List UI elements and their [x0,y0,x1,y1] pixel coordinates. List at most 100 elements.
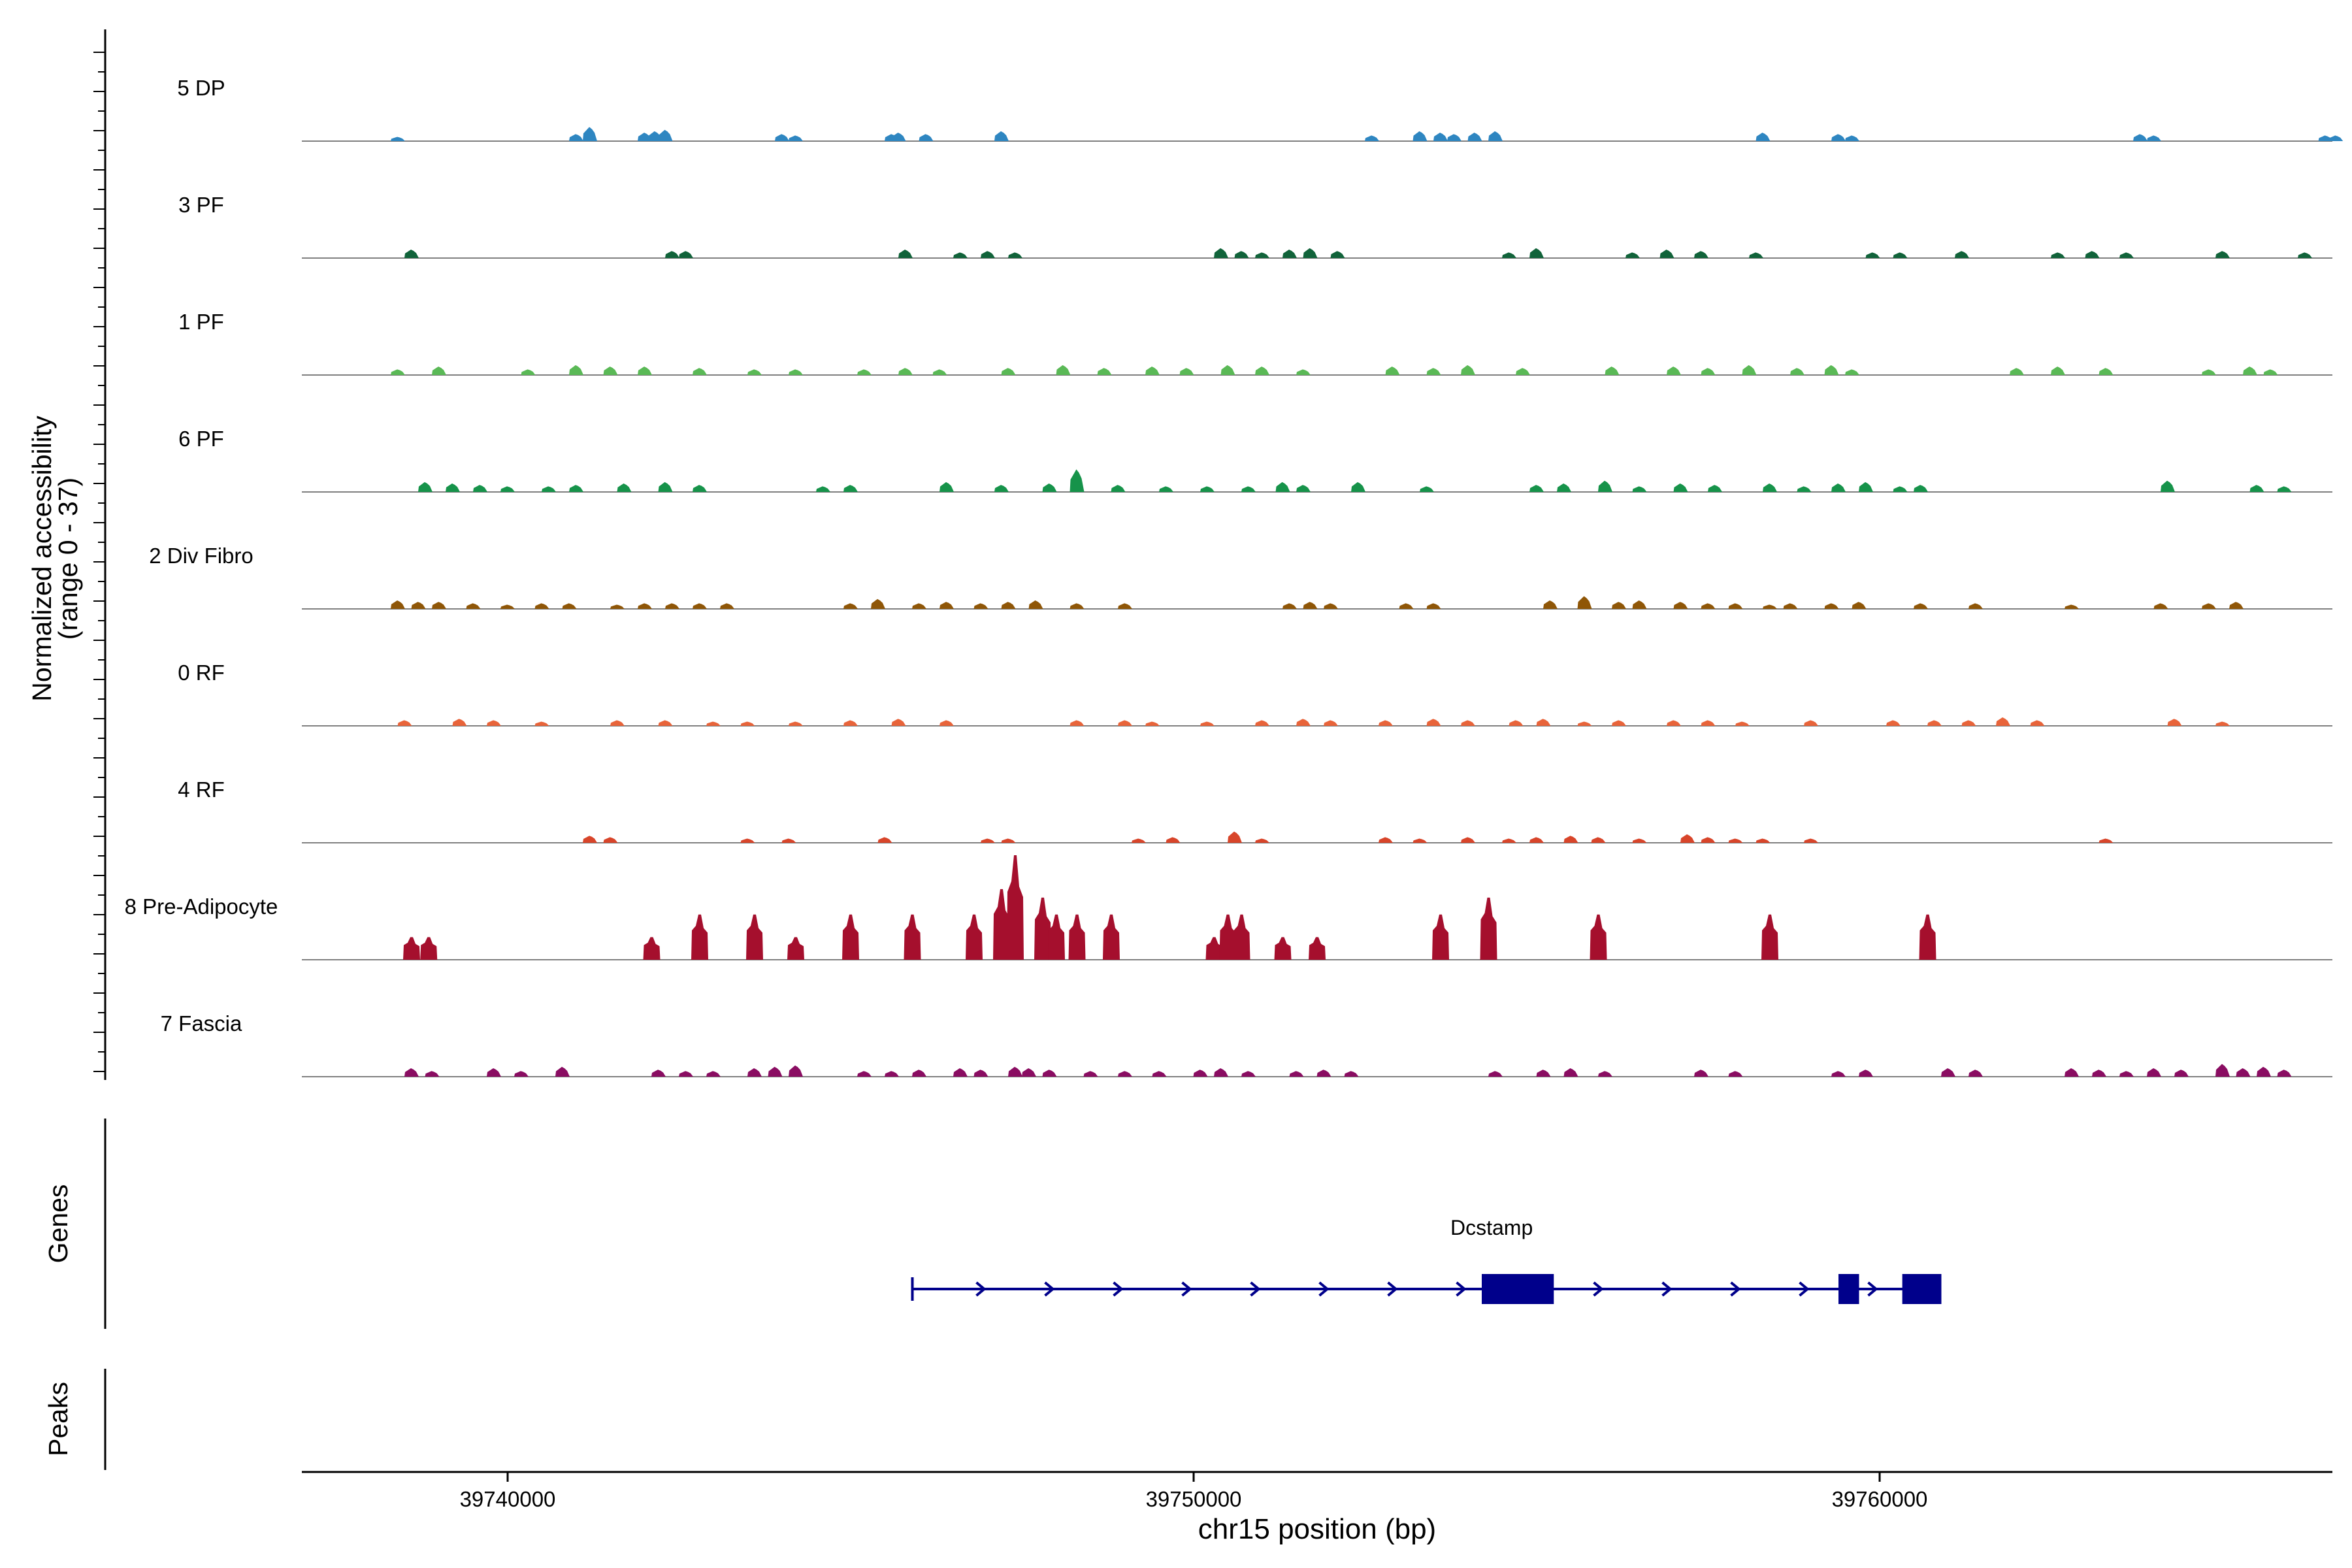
coverage-peak [2229,602,2244,609]
coverage-peak [1070,469,1085,492]
coverage-peak [1563,1068,1578,1077]
coverage-peak [1488,1071,1503,1077]
coverage-peak [1233,914,1250,960]
coverage-peak [693,485,707,492]
strand-chevron [1387,1281,1398,1297]
coverage-peak [420,937,438,960]
coverage-peak [2257,1066,2271,1077]
coverage-peak [2092,1070,2106,1077]
coverage-peak [562,603,577,609]
coverage-peak [993,889,1010,960]
coverage-peak [994,485,1009,492]
coverage-peak [1605,367,1620,375]
coverage-peak [1502,252,1516,258]
coverage-peak [1756,838,1771,843]
coverage-peak [411,602,426,609]
coverage-peak [2099,838,2114,843]
coverage-peak [1205,937,1223,960]
coverage-peak [1028,600,1043,609]
coverage-peak [953,252,968,258]
coverage-peak [1667,367,1681,375]
coverage-peak [1324,720,1338,726]
coverage-peak [981,838,995,843]
coverage-peak [789,721,803,726]
coverage-peak [1488,131,1503,141]
coverage-peak [2243,367,2257,375]
coverage-peak [1118,720,1132,726]
coverage-peak [1694,1070,1708,1077]
coverage-peak [2119,252,2134,258]
coverage-peak [966,914,983,960]
coverage-peak [2174,1070,2189,1077]
coverage-peak [2030,720,2045,726]
strand-chevron [1181,1281,1192,1297]
coverage-peak [693,368,707,375]
coverage-peak [1735,721,1750,726]
track-label: 0 RF [178,661,225,685]
coverage-peak [1543,600,1558,609]
coverage-peak [473,485,487,492]
gene-name-label: Dcstamp [1450,1216,1533,1239]
coverage-peak [842,914,859,960]
coverage-peak [1845,135,1859,141]
coverage-peak [1008,252,1022,258]
coverage-peak [1152,1071,1167,1077]
coverage-peak [2099,368,2114,375]
coverage-peak [2277,486,2292,492]
coverage-peak [1022,1068,1036,1077]
coverage-peak [1255,252,1269,258]
coverage-peak [1145,367,1160,375]
coverage-peak [768,1066,783,1077]
x-tick-label: 39750000 [1146,1487,1242,1511]
track-label: 2 Div Fibro [149,544,253,568]
coverage-peak [610,604,625,609]
coverage-peak [665,251,679,258]
strand-chevron [1318,1281,1330,1297]
coverage-peak [1193,1070,1208,1077]
coverage-peak [787,937,804,960]
coverage-peak [1447,134,1462,141]
coverage-peak [658,482,673,492]
coverage-peak [2202,603,2216,609]
coverage-peak [2065,604,2079,609]
coverage-peak [1756,133,1771,141]
coverage-peak [1042,1070,1057,1077]
y-axis-ticks [93,52,105,1072]
coverage-peak [404,1068,419,1077]
coverage-peak [2236,1068,2251,1077]
coverage-peak [665,603,679,609]
coverage-peak [1680,834,1695,843]
coverage-peak [1761,914,1778,960]
coverage-peak [1145,721,1160,726]
coverage-peak [2249,485,2264,492]
coverage-peak [1008,1066,1022,1077]
coverage-peak [939,602,954,609]
coverage-peak [1282,250,1297,258]
genes-label: Genes [43,1184,73,1264]
coverage-peak [1461,837,1475,843]
coverage-peak [1927,720,1942,726]
coverage-peak [1859,482,1873,492]
coverage-peak [1941,1068,1955,1077]
coverage-peak [1632,600,1647,609]
coverage-peak [1214,248,1228,258]
coverage-peak [1529,485,1544,492]
coverage-peak [1001,368,1016,375]
coverage-peak [1316,1070,1331,1077]
coverage-peak [775,134,789,141]
coverage-peak [1234,251,1249,258]
coverage-peak [973,603,988,609]
track-label: 5 DP [177,76,225,100]
coverage-peak [1426,368,1441,375]
coverage-peak [1831,134,1846,141]
coverage-peak [1701,368,1716,375]
coverage-peak [452,719,467,726]
coverage-peak [610,720,625,726]
coverage-peak [1001,602,1016,609]
coverage-peak [885,1071,899,1077]
coverage-peak [603,367,618,375]
coverage-peak [2215,721,2230,726]
strand-chevron [1730,1281,1741,1297]
coverage-peak [446,483,460,492]
coverage-peak [1048,914,1065,960]
